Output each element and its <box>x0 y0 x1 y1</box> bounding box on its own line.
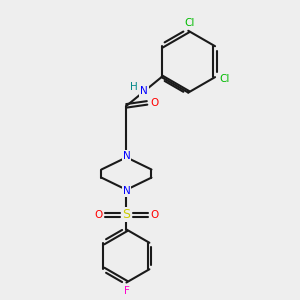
Text: S: S <box>122 208 130 221</box>
Text: Cl: Cl <box>184 18 195 28</box>
Text: F: F <box>124 286 129 296</box>
Text: O: O <box>94 210 103 220</box>
Text: N: N <box>140 86 148 97</box>
Text: Cl: Cl <box>184 17 195 28</box>
Text: H: H <box>130 82 137 92</box>
Text: O: O <box>150 210 158 220</box>
Text: Cl: Cl <box>219 74 230 84</box>
Text: O: O <box>150 98 158 108</box>
Text: N: N <box>123 151 130 161</box>
Text: N: N <box>123 186 130 196</box>
